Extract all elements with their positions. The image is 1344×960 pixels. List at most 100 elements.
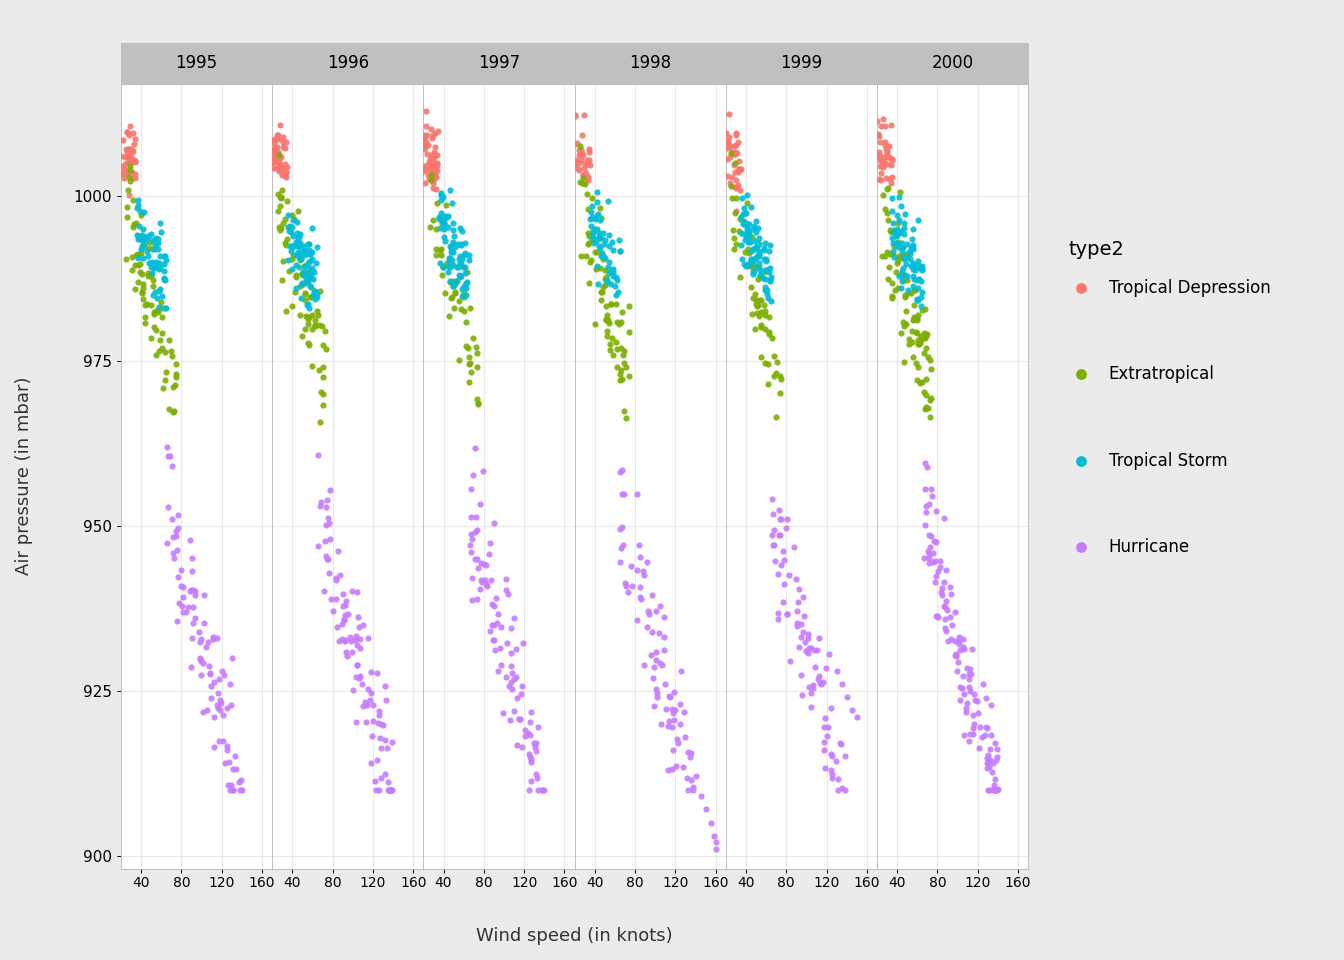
Point [448, 268, 469, 283]
Point [297, 264, 319, 279]
Point [872, 111, 894, 127]
Point [816, 660, 837, 676]
Point [917, 349, 938, 365]
Point [370, 740, 391, 756]
Point [508, 711, 530, 727]
Point [376, 740, 398, 756]
Point [308, 447, 329, 463]
Point [431, 259, 453, 275]
Point [680, 746, 702, 761]
Point [519, 728, 540, 743]
Point [306, 239, 328, 254]
Point [738, 216, 759, 231]
Point [766, 354, 788, 370]
Point [121, 250, 142, 265]
Point [423, 169, 445, 184]
Point [723, 241, 745, 256]
Point [267, 159, 289, 175]
Point [1070, 453, 1091, 468]
Point [142, 241, 164, 256]
Point [749, 262, 770, 277]
Point [614, 575, 636, 590]
Point [798, 640, 820, 656]
Point [984, 782, 1005, 798]
Point [985, 735, 1007, 751]
Point [152, 300, 173, 316]
Point [749, 243, 770, 258]
Point [876, 181, 898, 197]
Point [937, 602, 958, 617]
Point [130, 285, 152, 300]
Point [422, 164, 444, 180]
Point [1070, 540, 1091, 555]
Point [986, 782, 1008, 798]
Point [945, 647, 966, 662]
Point [724, 146, 746, 161]
Point [148, 261, 169, 276]
Point [333, 597, 355, 612]
Point [925, 554, 946, 569]
Point [794, 634, 816, 649]
Point [882, 230, 903, 246]
Point [454, 338, 476, 353]
Point [149, 215, 171, 230]
Point [466, 396, 488, 411]
Point [180, 660, 202, 675]
Point [649, 598, 671, 613]
Point [172, 604, 194, 619]
Point [758, 326, 780, 342]
Point [426, 155, 448, 170]
Point [312, 396, 333, 412]
Point [577, 156, 598, 172]
Point [749, 269, 770, 284]
Point [903, 311, 925, 326]
Point [598, 315, 620, 330]
Point [484, 642, 505, 658]
Point [582, 199, 603, 214]
Point [575, 156, 597, 172]
Point [927, 610, 949, 625]
Point [194, 588, 215, 603]
Point [341, 683, 363, 698]
Point [914, 301, 935, 317]
Point [280, 244, 301, 259]
Point [758, 291, 780, 306]
Point [878, 271, 899, 286]
Point [762, 506, 784, 521]
Point [700, 815, 722, 830]
Point [917, 325, 938, 341]
Point [117, 149, 138, 164]
Point [934, 612, 956, 627]
Point [368, 782, 390, 798]
Point [977, 748, 999, 763]
Point [329, 567, 351, 583]
Point [524, 740, 546, 756]
Point [724, 180, 746, 195]
Point [464, 551, 485, 566]
Point [582, 231, 603, 247]
Point [128, 250, 149, 265]
Point [589, 229, 610, 245]
Point [203, 675, 224, 690]
Point [574, 177, 595, 192]
Point [456, 288, 477, 303]
Point [441, 290, 462, 305]
Point [871, 172, 892, 187]
Point [199, 665, 220, 681]
Point [796, 643, 817, 659]
Point [325, 572, 347, 588]
Point [132, 280, 153, 296]
Point [458, 373, 480, 389]
Point [366, 665, 387, 681]
Point [448, 352, 469, 368]
Point [290, 328, 312, 344]
Point [219, 677, 241, 692]
Point [884, 282, 906, 298]
Point [735, 231, 757, 247]
Point [656, 702, 677, 717]
Point [306, 303, 328, 319]
Point [887, 240, 909, 255]
Point [874, 155, 895, 170]
Point [153, 372, 175, 388]
Point [868, 148, 890, 163]
